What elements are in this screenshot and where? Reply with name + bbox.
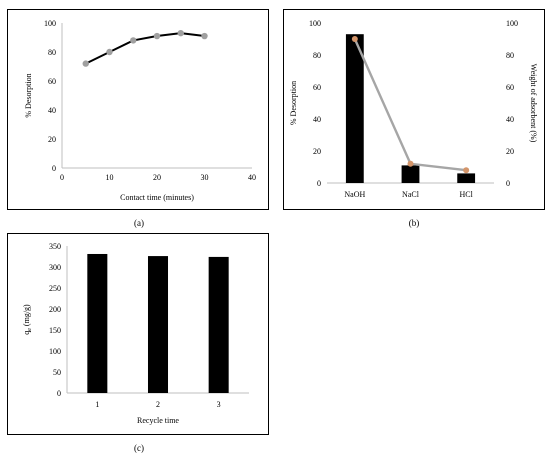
a-y-tick-label: 0 xyxy=(52,164,56,173)
a-data-point xyxy=(201,32,208,40)
b-y-tick-label: 0 xyxy=(317,179,321,188)
b-bar xyxy=(401,165,420,183)
b-y2-tick-label: 60 xyxy=(506,83,514,92)
b-y2-tick-label: 40 xyxy=(506,115,514,124)
a-y-tick-label: 60 xyxy=(48,77,56,86)
a-y-tick-label: 100 xyxy=(44,19,56,28)
b-y2-axis-title: Weight of adsorbent (%) xyxy=(529,64,538,143)
b-x-tick-label: HCl xyxy=(459,190,473,199)
a-x-axis-title: Contact time (minutes) xyxy=(120,193,194,202)
b-y-tick-label: 80 xyxy=(313,51,321,60)
a-y-axis-title: % Desorption xyxy=(24,73,33,117)
b-x-tick-label: NaCl xyxy=(402,190,420,199)
b-x-tick-label: NaOH xyxy=(344,190,365,199)
c-y-tick-label: 250 xyxy=(49,284,61,293)
panel-c-label: (c) xyxy=(134,443,144,453)
b-y-tick-label: 20 xyxy=(313,147,321,156)
b-series-line xyxy=(353,38,467,172)
c-y-axis-title: qe (mg/g) xyxy=(22,304,33,335)
b-y-tick-label: 40 xyxy=(313,115,321,124)
a-y-tick-label: 40 xyxy=(48,106,56,115)
c-y-tick-label: 0 xyxy=(57,389,61,398)
c-y-tick-label: 150 xyxy=(49,326,61,335)
a-y-tick-label: 20 xyxy=(48,135,56,144)
c-y-tick-label: 100 xyxy=(49,347,61,356)
c-y-tick-label: 300 xyxy=(49,263,61,272)
c-y-tick-label: 50 xyxy=(53,368,61,377)
a-data-point xyxy=(82,60,89,67)
panel-a-label: (a) xyxy=(134,218,144,228)
a-series-line xyxy=(85,32,205,65)
b-y2-tick-label: 100 xyxy=(506,19,518,28)
b-y-tick-label: 60 xyxy=(313,83,321,92)
c-y-tick-label: 200 xyxy=(49,305,61,314)
a-x-tick-label: 0 xyxy=(60,173,64,182)
b-y-axis-title: % Desorption xyxy=(289,81,298,125)
b-data-point xyxy=(407,160,414,167)
b-data-point xyxy=(463,167,470,174)
panel-a-frame xyxy=(7,9,269,210)
c-y-tick-label: 350 xyxy=(49,242,61,251)
c-x-tick-label: 3 xyxy=(217,400,221,409)
b-bar xyxy=(457,173,476,183)
panel-b-label: (b) xyxy=(408,218,420,228)
b-y2-tick-label: 20 xyxy=(506,147,514,156)
b-y2-tick-label: 0 xyxy=(506,179,510,188)
a-x-tick-label: 10 xyxy=(106,173,114,182)
c-x-tick-label: 2 xyxy=(156,400,160,409)
b-bar xyxy=(345,34,364,184)
c-x-axis-title: Recycle time xyxy=(137,416,179,425)
c-bar xyxy=(208,256,229,393)
b-data-point xyxy=(351,36,358,42)
a-data-point xyxy=(130,37,137,44)
a-x-tick-label: 40 xyxy=(248,173,256,182)
a-x-tick-label: 20 xyxy=(153,173,161,182)
c-x-tick-label: 1 xyxy=(95,400,99,409)
b-y2-tick-label: 80 xyxy=(506,51,514,60)
a-y-tick-label: 80 xyxy=(48,48,56,57)
c-bar xyxy=(87,253,108,393)
a-data-point xyxy=(153,32,161,40)
c-bar xyxy=(147,256,169,393)
a-data-point xyxy=(106,48,113,56)
a-data-point xyxy=(177,29,184,37)
b-y-tick-label: 100 xyxy=(309,19,321,28)
a-x-tick-label: 30 xyxy=(201,173,209,182)
